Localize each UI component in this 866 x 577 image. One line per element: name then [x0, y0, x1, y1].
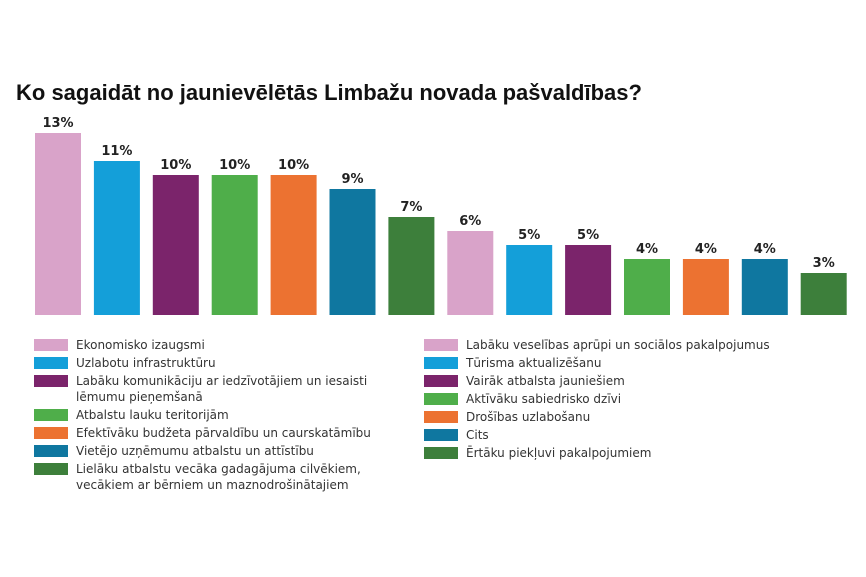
- legend-label: Lielāku atbalstu vecāka gadagājuma cilvē…: [76, 462, 361, 492]
- legend-item-4: Atbalstu lauku teritorijām: [34, 407, 404, 423]
- legend-item-9: Tūrisma aktualizēšanu: [424, 355, 824, 371]
- legend-label: Labāku veselības aprūpi un sociālos paka…: [466, 338, 770, 352]
- legend-label: Efektīvāku budžeta pārvaldību un caurska…: [76, 426, 371, 440]
- legend-item-11: Aktīvāku sabiedrisko dzīvi: [424, 391, 824, 407]
- bar-4: [211, 175, 258, 315]
- legend-item-2: Uzlabotu infrastruktūru: [34, 355, 404, 371]
- bar-value-label-5: 10%: [278, 158, 309, 173]
- legend-item-10: Vairāk atbalsta jauniešiem: [424, 373, 824, 389]
- legend-label: Atbalstu lauku teritorijām: [76, 408, 229, 422]
- bar-value-label-13: 4%: [754, 242, 776, 257]
- legend-label: Labāku komunikāciju ar iedzīvotājiem un …: [76, 374, 368, 404]
- legend-label: Tūrisma aktualizēšanu: [466, 356, 602, 370]
- legend-swatch: [424, 339, 458, 351]
- bar-8: [447, 231, 494, 315]
- bar-2: [93, 161, 140, 315]
- bar-5: [270, 175, 317, 315]
- legend-label: Drošības uzlabošanu: [466, 410, 591, 424]
- bar-7: [388, 217, 435, 315]
- legend-swatch: [424, 357, 458, 369]
- legend-swatch: [34, 445, 68, 457]
- bar-value-label-3: 10%: [160, 158, 191, 173]
- bar-13: [741, 259, 788, 315]
- legend-item-3: Labāku komunikāciju ar iedzīvotājiem un …: [34, 373, 404, 405]
- legend-right-column: Labāku veselības aprūpi un sociālos paka…: [424, 337, 824, 463]
- bar-value-label-6: 9%: [341, 172, 363, 187]
- legend-label: Ekonomisko izaugsmi: [76, 338, 205, 352]
- legend-item-7: Lielāku atbalstu vecāka gadagājuma cilvē…: [34, 461, 404, 493]
- legend-swatch: [424, 393, 458, 405]
- legend-swatch: [34, 375, 68, 387]
- legend-swatch: [34, 357, 68, 369]
- bar-9: [506, 245, 553, 315]
- legend-label: Ērtāku piekļuvi pakalpojumiem: [466, 446, 652, 460]
- legend-item-6: Vietējo uzņēmumu atbalstu un attīstību: [34, 443, 404, 459]
- legend-swatch: [34, 463, 68, 475]
- legend-label: Uzlabotu infrastruktūru: [76, 356, 216, 370]
- bar-10: [565, 245, 612, 315]
- bar-value-label-2: 11%: [101, 144, 132, 159]
- bar-1: [35, 133, 81, 315]
- legend-swatch: [424, 375, 458, 387]
- legend-swatch: [424, 447, 458, 459]
- bar-14: [800, 273, 847, 315]
- bar-value-label-4: 10%: [219, 158, 250, 173]
- legend-label: Vietējo uzņēmumu atbalstu un attīstību: [76, 444, 314, 458]
- bar-11: [624, 259, 670, 315]
- bar-12: [682, 259, 729, 315]
- legend-swatch: [424, 411, 458, 423]
- legend-item-5: Efektīvāku budžeta pārvaldību un caurska…: [34, 425, 404, 441]
- bar-value-label-14: 3%: [813, 256, 835, 271]
- bar-value-label-12: 4%: [695, 242, 717, 257]
- bar-6: [329, 189, 376, 315]
- bar-value-label-8: 6%: [459, 214, 481, 229]
- bar-value-label-11: 4%: [636, 242, 658, 257]
- legend-swatch: [34, 339, 68, 351]
- bar-chart: 13% 11% 10% 10% 10% 9% 7% 6% 5% 5% 4% 4% 4% 3%: [35, 116, 847, 315]
- legend-swatch: [34, 409, 68, 421]
- chart-title: Ko sagaidāt no jaunievēlētās Limbažu nov…: [16, 80, 642, 105]
- legend-label: Aktīvāku sabiedrisko dzīvi: [466, 392, 622, 406]
- legend-swatch: [424, 429, 458, 441]
- legend-left-column: Ekonomisko izaugsmi Uzlabotu infrastruktū…: [34, 337, 404, 495]
- legend-label: Cits: [466, 428, 489, 442]
- bar-value-label-7: 7%: [400, 200, 422, 215]
- bar-3: [152, 175, 199, 315]
- legend-item-14: Ērtāku piekļuvi pakalpojumiem: [424, 445, 824, 461]
- legend-item-8: Labāku veselības aprūpi un sociālos paka…: [424, 337, 824, 353]
- legend-label: Vairāk atbalsta jauniešiem: [466, 374, 625, 388]
- legend-item-1: Ekonomisko izaugsmi: [34, 337, 404, 353]
- legend-item-13: Cits: [424, 427, 824, 443]
- bar-value-label-9: 5%: [518, 228, 540, 243]
- bar-value-label-1: 13%: [42, 116, 73, 131]
- bar-value-label-10: 5%: [577, 228, 599, 243]
- legend-swatch: [34, 427, 68, 439]
- legend-item-12: Drošības uzlabošanu: [424, 409, 824, 425]
